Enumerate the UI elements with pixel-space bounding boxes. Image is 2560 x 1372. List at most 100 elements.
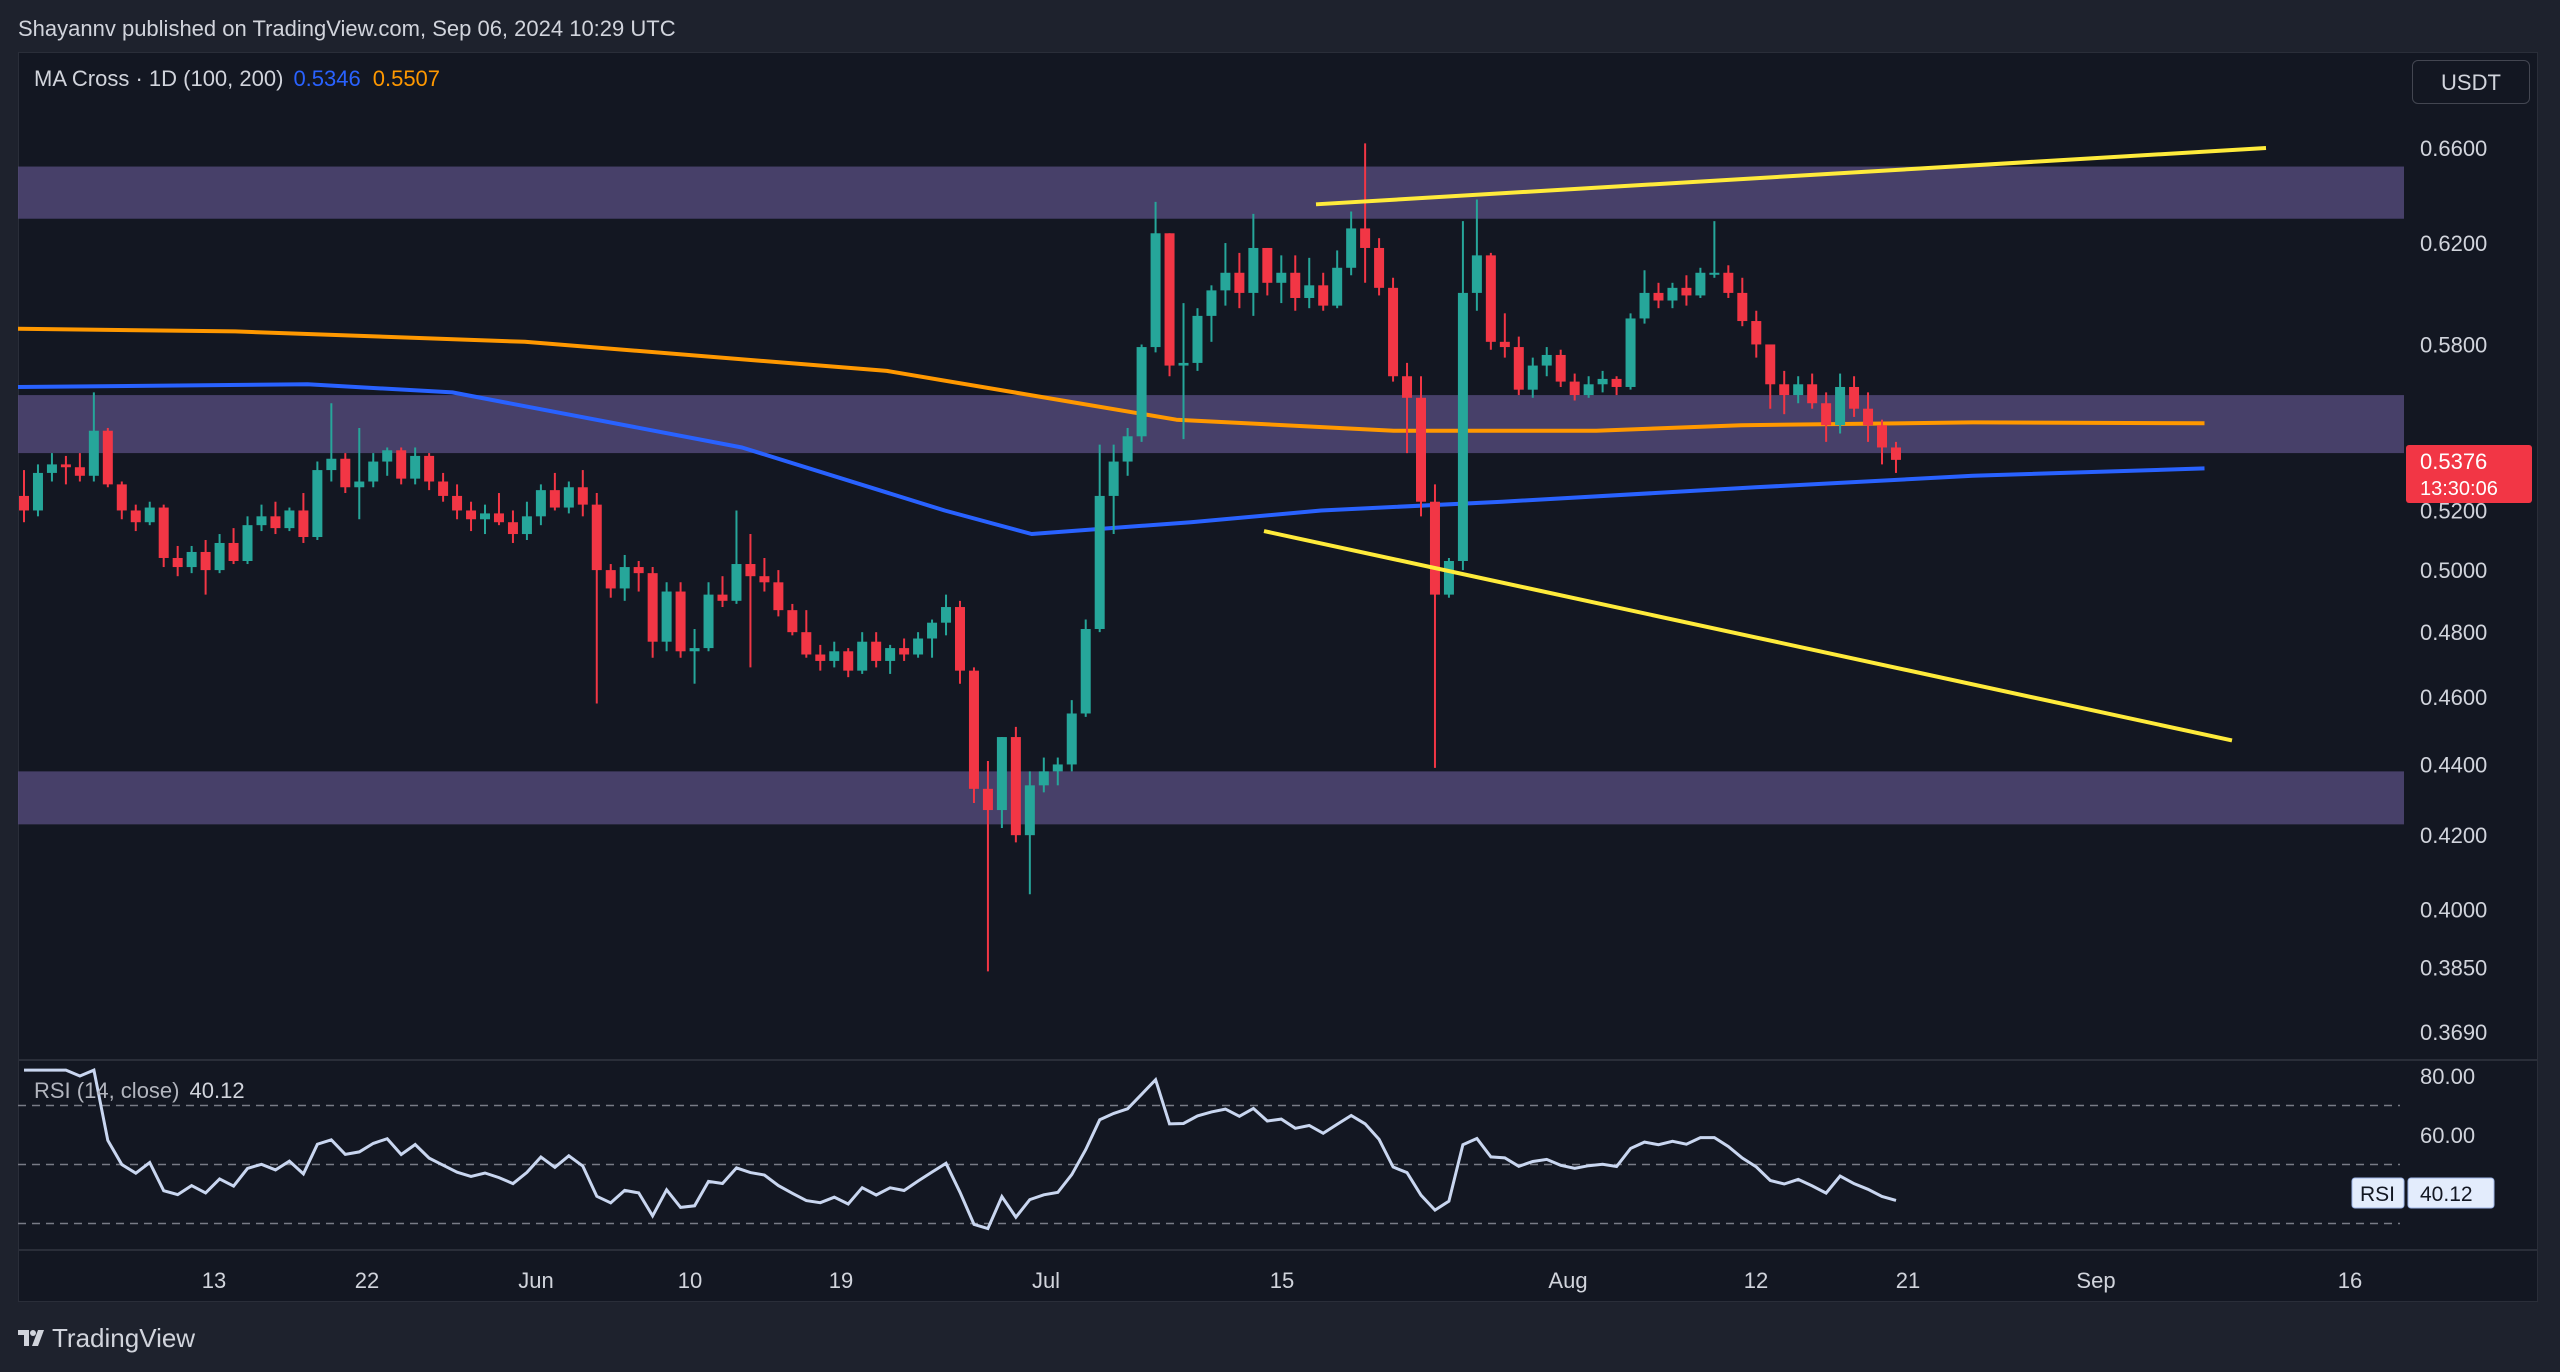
candle-body — [1681, 287, 1692, 296]
candle-body — [1793, 384, 1804, 396]
candle-body — [982, 788, 993, 811]
candle-body — [1695, 272, 1706, 296]
candle-body — [284, 510, 295, 529]
candle-body — [1779, 384, 1790, 396]
price-tick-label: 0.3850 — [2420, 955, 2487, 980]
candle-body — [717, 594, 728, 601]
candle-body — [326, 458, 337, 471]
candle-body — [1751, 321, 1762, 345]
time-tick-label: Aug — [1548, 1268, 1587, 1293]
price-tick-label: 0.4200 — [2420, 823, 2487, 848]
candle-body — [368, 461, 379, 482]
candle-body — [1276, 272, 1287, 283]
candle-body — [507, 522, 518, 535]
candle-body — [1052, 764, 1063, 772]
time-axis[interactable]: 13 22 Jun 10 19 Jul 15 Aug 12 21 Sep 16 — [18, 1249, 2538, 1293]
footer-brand[interactable]: TradingView — [52, 1323, 196, 1353]
indicator-legend[interactable]: MA Cross · 1D (100, 200) 0.5346 0.5507 — [34, 66, 440, 92]
candle-body — [577, 487, 588, 505]
candle-body — [438, 481, 449, 496]
zone-2 — [18, 771, 2404, 825]
tradingview-logo-icon[interactable] — [18, 1328, 44, 1348]
candle-body — [1877, 425, 1888, 448]
price-badge-countdown: 13:30:06 — [2420, 478, 2498, 500]
lower-trendline — [1263, 529, 2233, 743]
candle-body — [452, 495, 463, 511]
upper-trendline — [1315, 146, 2267, 207]
candle-body — [1471, 255, 1482, 293]
trendlines-group — [1263, 146, 2267, 743]
candle-body — [731, 564, 742, 601]
publisher-header: Shayannv published on TradingView.com, S… — [18, 16, 676, 41]
candle-body — [1262, 247, 1273, 283]
candle-body — [954, 607, 965, 671]
price-tick-label: 0.5000 — [2420, 558, 2487, 583]
candle-body — [172, 557, 183, 568]
candle-body — [1597, 378, 1608, 385]
candle-body — [214, 542, 225, 571]
candle-body — [1178, 362, 1189, 366]
candle-body — [1457, 292, 1468, 562]
price-tick-label: 0.4000 — [2420, 897, 2487, 922]
candle-body — [1583, 384, 1594, 396]
price-tick-label: 0.3690 — [2420, 1020, 2487, 1045]
candle-body — [1821, 403, 1832, 426]
candle-body — [88, 430, 99, 476]
zone-0 — [18, 166, 2404, 219]
time-tick-label: 10 — [678, 1268, 702, 1293]
candle-body — [1569, 381, 1580, 396]
time-tick-label: 22 — [355, 1268, 379, 1293]
candle-body — [927, 622, 938, 639]
candle-body — [1304, 285, 1315, 298]
rsi-legend[interactable]: RSI (14, close) 40.12 — [34, 1078, 245, 1104]
time-tick-label: Jun — [518, 1268, 553, 1293]
candle-body — [340, 458, 351, 488]
candle-body — [549, 490, 560, 508]
candle-body — [466, 510, 477, 520]
candle-body — [32, 472, 43, 511]
candle-body — [1443, 561, 1454, 595]
candle-body — [1234, 272, 1245, 293]
candle-body — [521, 516, 532, 535]
candle-body — [1290, 272, 1301, 298]
candle-body — [480, 513, 491, 520]
rsi-legend-value: 40.12 — [189, 1078, 245, 1103]
price-tick-label: 0.6200 — [2420, 231, 2487, 256]
rsi-panel: 80.00 60.00 — [18, 1059, 2538, 1231]
candle-body — [312, 470, 323, 538]
candle-body — [1863, 408, 1874, 426]
candle-body — [1835, 386, 1846, 426]
candle-body — [1318, 285, 1329, 306]
candle-body — [1206, 290, 1217, 316]
price-axis[interactable]: 0.66000.62000.58000.54000.52000.50000.48… — [2420, 136, 2487, 1045]
currency-button[interactable]: USDT — [2412, 60, 2530, 104]
support-resistance-zones — [18, 166, 2404, 825]
candle-body — [857, 641, 868, 671]
time-tick-label: 12 — [1744, 1268, 1768, 1293]
candle-body — [382, 450, 393, 462]
candle-body — [871, 641, 882, 661]
candle-body — [1192, 315, 1203, 363]
candle-body — [1010, 737, 1021, 836]
candle-body — [354, 481, 365, 488]
candle-body — [759, 576, 770, 583]
price-tick-label: 0.4800 — [2420, 620, 2487, 645]
candle-body — [60, 464, 71, 468]
legend-ma200-value: 0.5507 — [372, 66, 441, 91]
candle-body — [773, 582, 784, 611]
chart-pane[interactable] — [18, 52, 2538, 1302]
candle-body — [410, 455, 421, 479]
candle-body — [913, 638, 924, 655]
rsi-badge: RSI 40.12 — [2351, 1177, 2495, 1209]
candle-body — [46, 464, 57, 473]
candle-body — [661, 591, 672, 642]
candle-body — [1164, 233, 1175, 366]
candle-body — [1346, 228, 1357, 268]
candle-body — [563, 487, 574, 508]
candle-body — [270, 516, 281, 529]
candle-body — [1066, 713, 1077, 765]
candle-body — [256, 516, 267, 526]
ma100-line-path — [17, 382, 2205, 536]
legend-ma100-value: 0.5346 — [293, 66, 361, 91]
